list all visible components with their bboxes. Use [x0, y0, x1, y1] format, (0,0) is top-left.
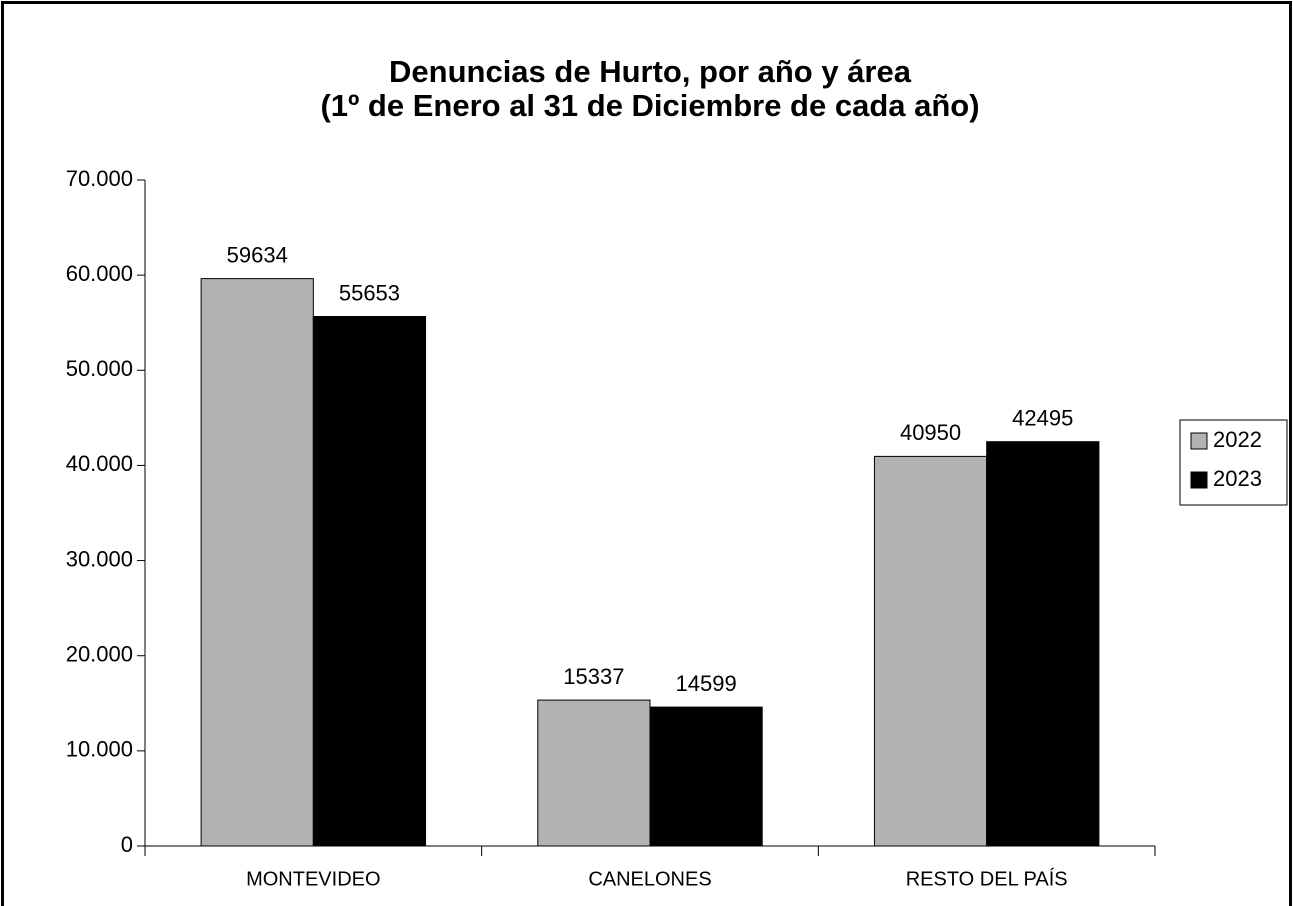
data-label: 14599	[676, 671, 737, 696]
data-label: 59634	[227, 242, 288, 267]
y-tick-label: 60.000	[66, 261, 133, 286]
x-tick-label: CANELONES	[588, 868, 711, 890]
data-label: 55653	[339, 280, 400, 305]
y-tick-label: 0	[121, 832, 133, 857]
bar	[873, 455, 988, 847]
y-tick-label: 30.000	[66, 546, 133, 571]
legend-swatch	[1190, 471, 1208, 489]
legend-swatch	[1190, 432, 1208, 450]
bar	[649, 706, 763, 847]
bar	[200, 278, 314, 847]
legend-label: 2022	[1213, 427, 1262, 452]
y-tick-label: 50.000	[66, 356, 133, 381]
data-label: 42495	[1012, 406, 1073, 431]
y-tick-label: 70.000	[66, 166, 133, 191]
legend-label: 2023	[1213, 466, 1262, 491]
data-label: 40950	[900, 420, 961, 445]
y-tick-label: 10.000	[66, 737, 133, 762]
y-tick-label: 20.000	[66, 642, 133, 667]
data-label: 15337	[563, 664, 624, 689]
chart-subtitle: (1º de Enero al 31 de Diciembre de cada …	[320, 88, 979, 123]
x-tick-label: RESTO DEL PAÍS	[906, 867, 1068, 890]
bar	[986, 441, 1100, 847]
x-tick-label: MONTEVIDEO	[246, 868, 380, 890]
chart-title: Denuncias de Hurto, por año y área	[389, 54, 912, 89]
bar	[312, 316, 427, 847]
bar	[537, 699, 651, 847]
y-tick-label: 40.000	[66, 451, 133, 476]
